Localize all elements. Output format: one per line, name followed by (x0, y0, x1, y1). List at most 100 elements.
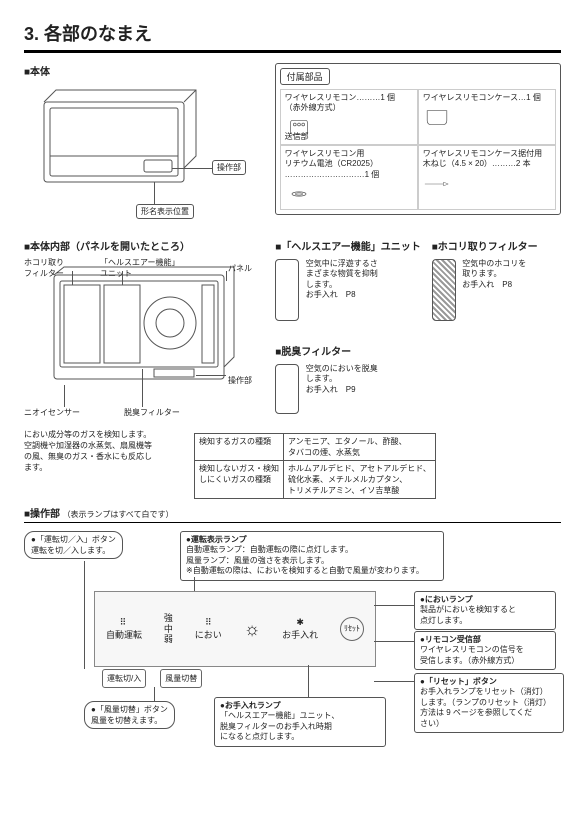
co-health: 「ヘルスエアー機能」 ユニット (100, 257, 180, 279)
health-unit-icon (275, 259, 299, 321)
co-ctrl: 操作部 (228, 375, 252, 386)
nioi-title: においランプ (425, 595, 473, 604)
acc-battery: ワイヤレスリモコン用 リチウム電池（CR2025） …………………………1 個 (280, 145, 418, 210)
l6 (142, 369, 143, 407)
ops-rule (24, 522, 561, 523)
fan-levels: 強 中 弱 (164, 613, 173, 645)
ir-title: リモコン受信部 (425, 635, 481, 644)
acc-screws: ワイヤレスリモコンケース据付用 木ねじ（4.5 × 20）………2 本 (418, 145, 556, 210)
lead-nameplate (154, 182, 155, 204)
deodor-ref: お手入れ P9 (306, 385, 356, 394)
auto-label: 自動運転 (106, 628, 142, 641)
run-lamp-title: 運転表示ランプ (191, 535, 247, 544)
sec-body-label: 本体 (24, 63, 265, 78)
fan-text: 風量を切替えます。 (91, 716, 162, 725)
dust-title: ホコリ取りフィルター (432, 238, 561, 253)
acc-battery-text: ワイヤレスリモコン用 リチウム電池（CR2025） …………………………1 個 (285, 149, 413, 180)
title-rule (24, 50, 561, 53)
co-dust: ホコリ取り フィルター (24, 257, 64, 279)
gas-table: 検知するガスの種類 アンモニア、エタノール、酢酸、 タバコの煙、水蒸気 検知しな… (194, 433, 436, 499)
health-ref: お手入れ P8 (306, 290, 356, 299)
co-ir: ●リモコン受信部 ワイヤレスリモコンの信号を 受信します。（赤外線方式） (414, 631, 556, 670)
dust-text: 空気中のホコリを 取ります。 (462, 259, 526, 278)
screw-icon (423, 174, 451, 194)
accessories-heading: 付属部品 (280, 68, 330, 85)
l2 (122, 271, 123, 285)
callout-control: 操作部 (212, 160, 246, 175)
co-deodor: 脱臭フィルター (124, 407, 180, 418)
dust-filter-icon (432, 259, 456, 321)
acc-case-text: ワイヤレスリモコンケース…1 個 (423, 93, 551, 103)
co-reset: ●「リセット」ボタン お手入れランプをリセット（消灯） します。（ランプのリセッ… (414, 673, 564, 733)
health-desc: 空気中に浮遊するさ まざまな物質を抑制 します。 お手入れ P8 (306, 259, 392, 301)
acc-remote-text: ワイヤレスリモコン………1 個 （赤外線方式） (285, 93, 413, 114)
fan-title: 「風量切替」ボタン (96, 705, 168, 714)
ln-reset (374, 681, 414, 682)
l3 (226, 271, 227, 281)
health-body: 空気中に浮遊するさ まざまな物質を抑制 します。 お手入れ P8 (275, 259, 421, 321)
co-panel: パネル (228, 263, 252, 274)
fan-button[interactable]: 風量切替 (160, 669, 202, 688)
care-label: お手入れ (282, 628, 318, 641)
l5 (64, 385, 65, 407)
body-diagram (24, 82, 254, 222)
sec-ops-note: （表示ランプはすべて白です） (63, 510, 174, 519)
dust-body: 空気中のホコリを 取ります。 お手入れ P8 (432, 259, 561, 321)
deodor-desc: 空気のにおいを脱臭 します。 お手入れ P9 (306, 364, 392, 395)
deodor-text: 空気のにおいを脱臭 します。 (306, 364, 378, 383)
lvl-hi: 強 (164, 613, 173, 624)
ir-receiver-icon: ☼ (244, 619, 261, 640)
page-title: 3. 各部のなまえ (24, 20, 561, 46)
deodor-title: 脱臭フィルター (275, 343, 421, 358)
panel-btn-row: 運転切/入 風量切替 (102, 669, 202, 688)
ln-rlamp (194, 577, 195, 591)
ops-diagram: ⠿ 自動運転 強 中 弱 ⠿ におい ☼ ✱ お手入れ ﾘｾｯﾄ 運転切/入 風… (24, 531, 561, 731)
gas-r2c1: 検知しないガス・検知 しにくいガスの種類 (195, 461, 284, 499)
auto-lamp: ⠿ 自動運転 (106, 617, 142, 641)
reset-title: 「リセット」ボタン (425, 677, 497, 686)
gas-r2c2: ホルムアルデヒド、アセトアルデヒド、 硫化水素、メチルメルカプタン、 トリメチル… (284, 461, 436, 499)
co-nioi: ニオイセンサー (24, 407, 80, 418)
health-text: 空気中に浮遊するさ まざまな物質を抑制 します。 (306, 259, 378, 289)
co-run-lamp: ●運転表示ランプ 自動運転ランプ：自動運転の際に点灯します。 風量ランプ：風量の… (180, 531, 444, 581)
care-title: お手入れランプ (225, 701, 281, 710)
dust-desc: 空気中のホコリを 取ります。 お手入れ P8 (462, 259, 548, 290)
interior-diagram-wrap: ホコリ取り フィルター 「ヘルスエアー機能」 ユニット パネル 操作部 ニオイセ… (24, 257, 265, 427)
nioi-label: におい (195, 628, 222, 641)
row-body-acc: 本体 操作部 形名表示位置 付属部品 ワイヤ (24, 63, 561, 232)
care-text: 「ヘルスエアー機能」ユニット、 脱臭フィルターのお手入れ時期 になると点灯します… (220, 711, 339, 741)
co-run-btn: ●「運転切／入」ボタン 運転を切／入します。 (24, 531, 123, 559)
accessories-grid: ワイヤレスリモコン………1 個 （赤外線方式） 送信部 ワイヤレスリモコンケース… (280, 89, 556, 210)
acc-screws-text: ワイヤレスリモコンケース据付用 木ねじ（4.5 × 20）………2 本 (423, 149, 551, 170)
ln-care (308, 665, 309, 697)
care-lamp: ✱ お手入れ (282, 617, 318, 641)
ln-nioi (374, 605, 414, 606)
run-lamp-t2: 風量ランプ：風量の強さを表示します。 (186, 556, 329, 565)
co-fan-btn: ●「風量切替」ボタン 風量を切替えます。 (84, 701, 175, 729)
acc-case: ワイヤレスリモコンケース…1 個 (418, 89, 556, 145)
ln-ir (374, 641, 414, 642)
accessories-box: 付属部品 ワイヤレスリモコン………1 個 （赤外線方式） 送信部 ワイヤレスリモ… (275, 63, 561, 215)
sec-interior-label: 本体内部（パネルを開いたところ） (24, 238, 265, 253)
lvl-lo: 弱 (164, 634, 173, 645)
care-icon: ✱ (282, 617, 318, 628)
body-section: 本体 操作部 形名表示位置 (24, 63, 265, 232)
reset-button[interactable]: ﾘｾｯﾄ (340, 617, 364, 641)
power-button[interactable]: 運転切/入 (102, 669, 146, 688)
dust-ref: お手入れ P8 (462, 280, 512, 289)
l1 (72, 271, 73, 285)
run-btn-title: 「運転切／入」ボタン (36, 535, 116, 544)
acc-remote: ワイヤレスリモコン………1 個 （赤外線方式） 送信部 (280, 89, 418, 145)
deodor-icon (275, 364, 299, 414)
control-panel: ⠿ 自動運転 強 中 弱 ⠿ におい ☼ ✱ お手入れ ﾘｾｯﾄ (94, 591, 376, 667)
run-btn-text: 運転を切／入します。 (31, 546, 110, 555)
ir-text: ワイヤレスリモコンの信号を 受信します。（赤外線方式） (420, 645, 524, 664)
co-care-lamp: ●お手入れランプ 「ヘルスエアー機能」ユニット、 脱臭フィルターのお手入れ時期 … (214, 697, 386, 747)
acc-remote-sub: 送信部 (285, 132, 309, 142)
nioi-lamp: ⠿ におい (195, 617, 222, 641)
run-lamp-t1: 自動運転ランプ：自動運転の際に点灯します。 (186, 545, 353, 554)
accessories-section: 付属部品 ワイヤレスリモコン………1 個 （赤外線方式） 送信部 ワイヤレスリモ… (275, 63, 561, 232)
case-icon (423, 107, 451, 127)
sec-ops-label: 操作部 (24, 509, 60, 520)
health-title: 「ヘルスエアー機能」ユニット (275, 238, 421, 253)
